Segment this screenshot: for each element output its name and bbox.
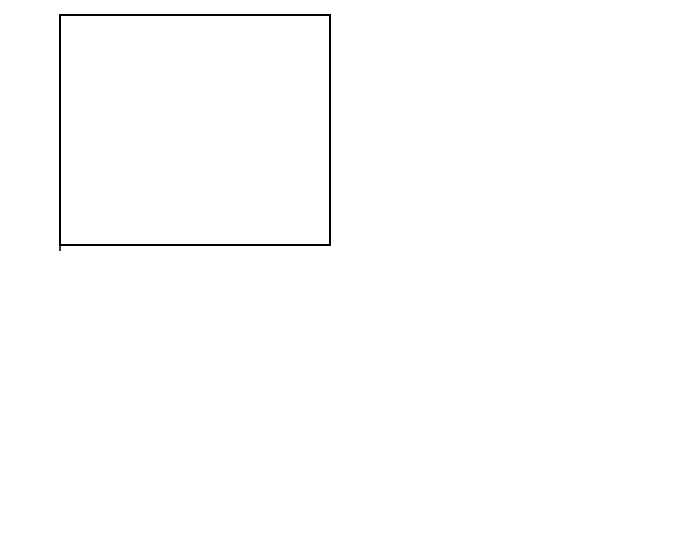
figure-svg [0,0,685,552]
plot-frame [60,15,330,245]
